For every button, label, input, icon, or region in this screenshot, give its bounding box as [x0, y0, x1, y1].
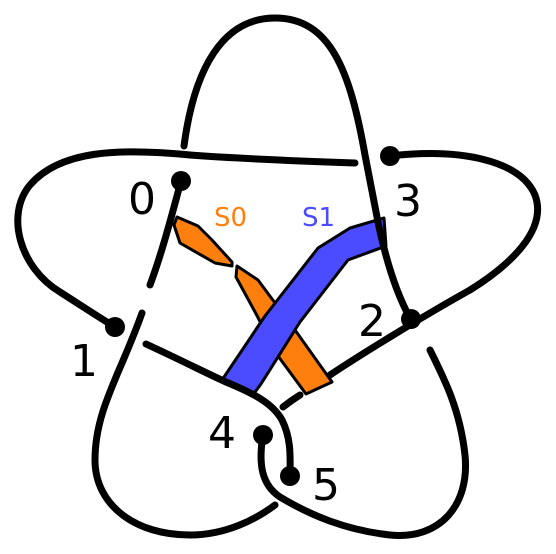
node-label-0: 0: [128, 174, 156, 225]
node-label-2: 2: [358, 296, 386, 347]
strand-3-2-connector: [279, 391, 304, 411]
strand-top-crossbar: [186, 151, 359, 167]
strand-top-lobe: [180, 14, 414, 322]
node-4: [253, 425, 273, 445]
node-label-5: 5: [312, 460, 340, 511]
band-s0-upper: [172, 215, 234, 268]
band-label-s1: S1: [302, 203, 335, 233]
node-0: [171, 171, 191, 191]
node-label-1: 1: [70, 336, 98, 387]
node-labels: 0 1 2 3 4 5: [70, 174, 422, 511]
strand-4-down: [257, 346, 470, 539]
strand-center-loop: [222, 378, 294, 480]
node-3: [380, 146, 400, 166]
strand-1-down: [91, 309, 279, 539]
node-label-4: 4: [208, 408, 236, 459]
node-label-3: 3: [394, 176, 422, 227]
knot-strands: [14, 14, 541, 539]
node-5: [280, 466, 300, 486]
band-label-s0: S0: [214, 203, 247, 233]
strand-left-lobe: [14, 148, 194, 331]
node-2: [401, 309, 421, 329]
strand-0-down: [146, 177, 185, 289]
nodes: [105, 146, 421, 486]
node-1: [105, 317, 125, 337]
strand-1-cross: [142, 340, 230, 386]
strand-right-lobe: [326, 150, 541, 379]
